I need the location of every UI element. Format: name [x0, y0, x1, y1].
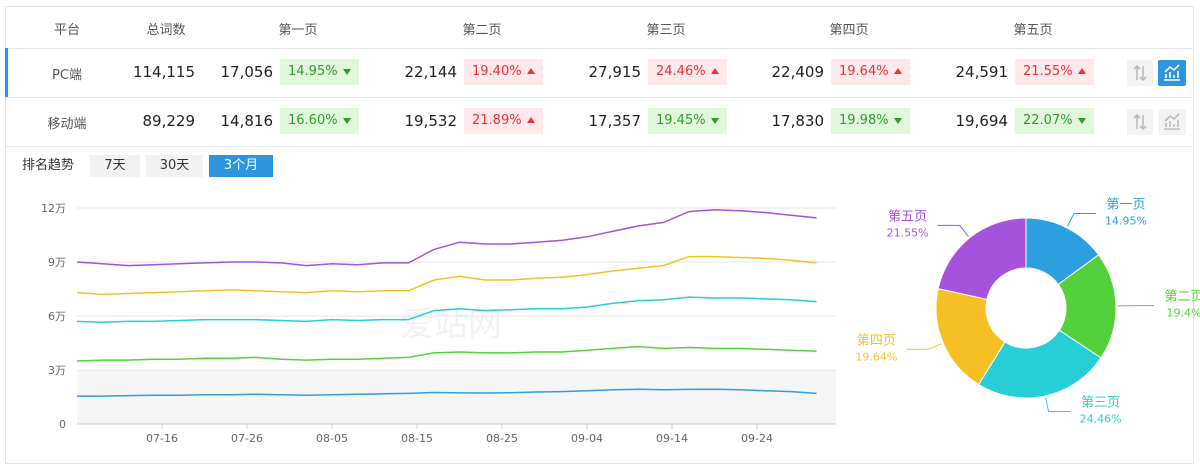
trend-arrow [894, 118, 902, 124]
table-header: 平台 总词数 第一页 第二页 第三页 第四页 第五页 [6, 7, 1193, 49]
trend-arrow [1078, 68, 1086, 74]
page-percent: 19.64% [831, 59, 910, 85]
chart-glyph [1164, 113, 1180, 130]
trend-arrow [343, 118, 351, 124]
percent-text: 16.60% [288, 113, 338, 128]
table-row[interactable]: 移动端 89,229 14,816 16.60% 19,532 21.89% 17,357 1… [6, 98, 1193, 147]
column-header: 总词数 [146, 23, 186, 38]
percent-text: 24.46% [656, 64, 706, 79]
chart-icon[interactable] [1158, 109, 1186, 135]
page-percent: 24.46% [648, 59, 727, 85]
platform: PC端 [52, 68, 82, 83]
total-count: 89,229 [142, 112, 196, 130]
trend-arrow [1078, 118, 1086, 124]
page-percent: 19.45% [648, 108, 727, 134]
percent-text: 19.64% [839, 64, 889, 79]
percent-text: 14.95% [288, 64, 338, 79]
chart-glyph [1164, 64, 1180, 81]
trend-arrow [527, 117, 535, 123]
percent-text: 21.55% [1023, 64, 1073, 79]
sort-glyph [1133, 64, 1147, 82]
column-header: 第二页 [462, 23, 502, 38]
range-tab[interactable]: 7天 [90, 155, 140, 177]
page-percent: 19.98% [831, 108, 910, 134]
page-percent: 21.55% [1015, 59, 1094, 85]
sort-icon[interactable] [1127, 60, 1153, 86]
page-count: 14,816 [220, 112, 274, 130]
percent-text: 19.98% [839, 113, 889, 128]
page-count: 17,056 [220, 63, 274, 81]
page-count: 17,830 [771, 112, 825, 130]
page-count: 19,532 [404, 112, 458, 130]
page-percent: 22.07% [1015, 108, 1094, 134]
page-count: 24,591 [955, 63, 1009, 81]
column-header: 第一页 [278, 23, 318, 38]
percent-text: 22.07% [1023, 113, 1073, 128]
trend-arrow [711, 118, 719, 124]
range-tab[interactable]: 30天 [146, 155, 203, 177]
page-percent: 14.95% [280, 59, 359, 85]
platform: 移动端 [47, 117, 87, 132]
percent-text: 19.40% [472, 64, 522, 79]
trend-label: 排名趋势 [22, 158, 75, 173]
total-count: 114,115 [132, 63, 195, 81]
sort-icon[interactable] [1127, 109, 1153, 135]
page-count: 27,915 [588, 63, 642, 81]
sort-glyph [1133, 113, 1147, 131]
page-percent: 21.89% [464, 108, 543, 134]
panel: 平台 总词数 第一页 第二页 第三页 第四页 第五页 PC端 114,115 17,056 14.… [5, 6, 1194, 464]
trend-arrow [343, 69, 351, 75]
percent-text: 19.45% [656, 113, 706, 128]
trend-arrow [527, 68, 535, 74]
page-count: 22,409 [771, 63, 825, 81]
chart-icon[interactable] [1158, 60, 1186, 86]
column-header: 第四页 [829, 23, 869, 38]
page-count: 22,144 [404, 63, 458, 81]
column-header: 平台 [53, 23, 81, 38]
row-selected-marker [5, 48, 8, 97]
column-header: 第五页 [1013, 23, 1053, 38]
percent-text: 21.89% [472, 113, 522, 128]
table-row[interactable]: PC端 114,115 17,056 14.95% 22,144 19.40% 27,915… [6, 49, 1193, 98]
page-count: 17,357 [588, 112, 642, 130]
page-count: 19,694 [955, 112, 1009, 130]
page-percent: 19.40% [464, 59, 543, 85]
column-header: 第三页 [646, 23, 686, 38]
trend-arrow [711, 68, 719, 74]
range-tab[interactable]: 3个月 [209, 155, 273, 177]
page-percent: 16.60% [280, 108, 359, 134]
trend-arrow [894, 68, 902, 74]
